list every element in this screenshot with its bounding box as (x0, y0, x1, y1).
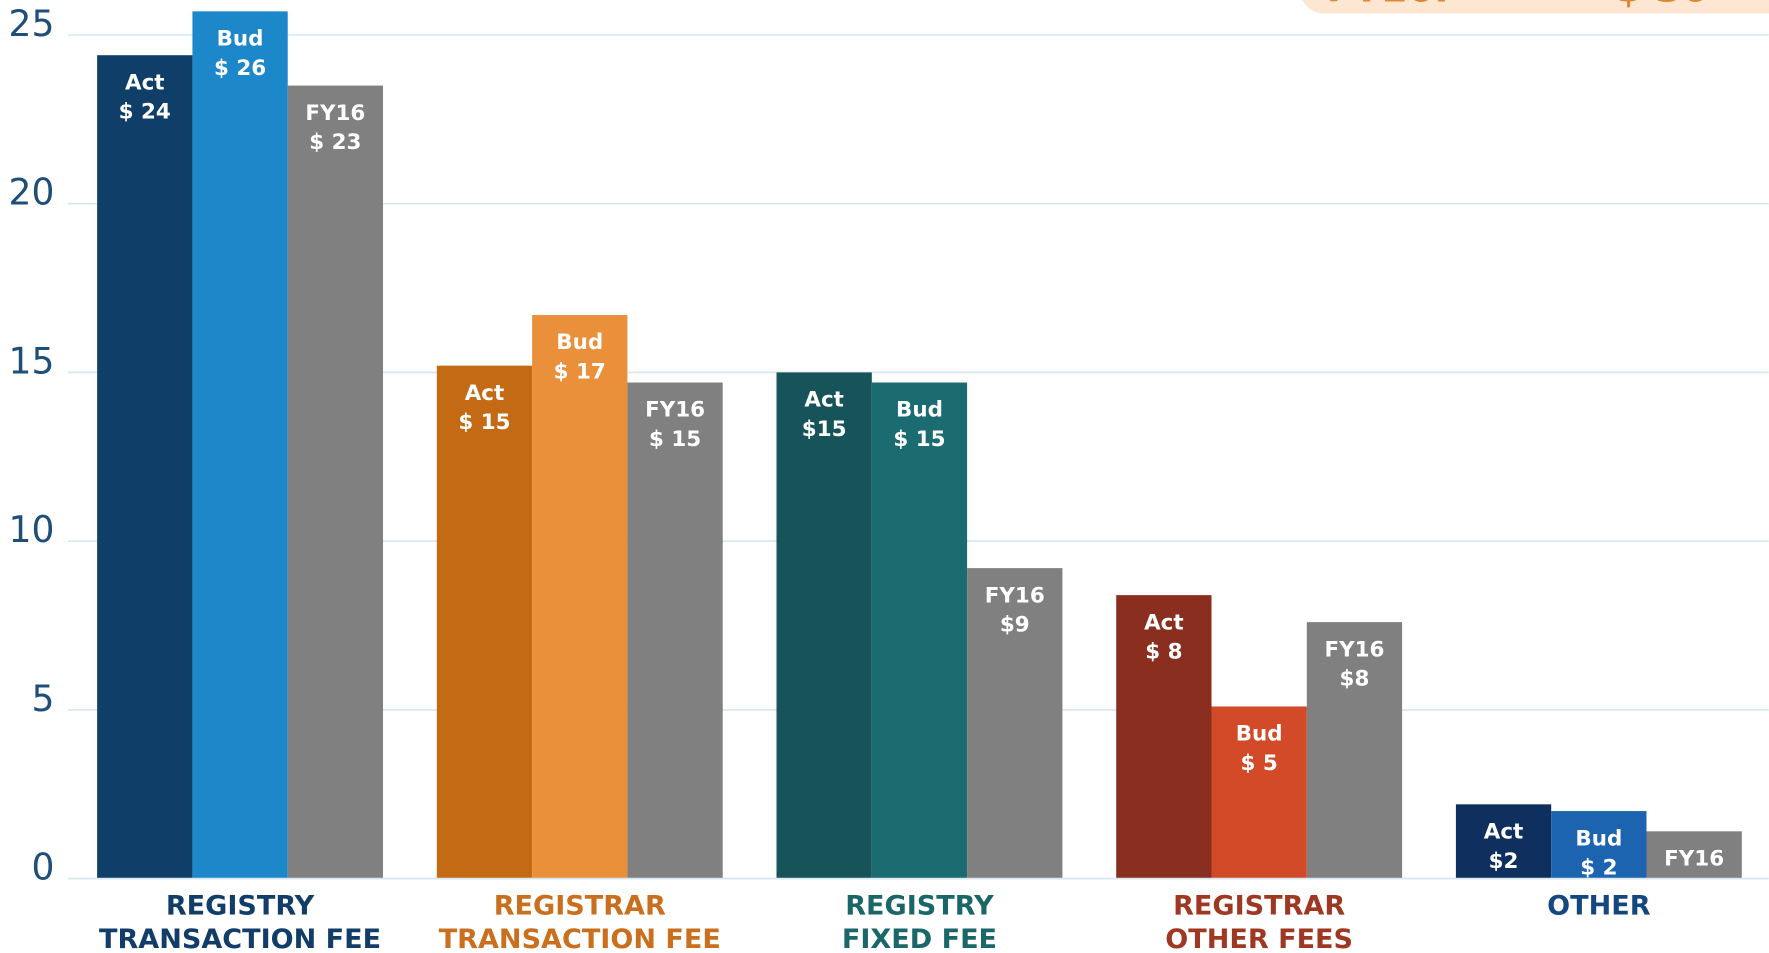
bar (1646, 831, 1742, 879)
bar (1455, 804, 1552, 879)
bar (532, 315, 628, 879)
bar (1306, 622, 1403, 879)
bar (287, 85, 384, 879)
bar-value-label: $ 5 (1241, 751, 1278, 776)
bar-series-label: Act (465, 381, 505, 406)
annotation-label: FY16: (1327, 0, 1450, 11)
bar-value-label: $ 17 (554, 360, 606, 385)
bar-value-label: $ 2 (1580, 856, 1617, 881)
bar-value-label: $ 24 (119, 100, 171, 125)
bar-series-label: Bud (556, 330, 603, 355)
bar (776, 372, 872, 879)
bar (1551, 811, 1647, 879)
bar-value-label: $15 (802, 417, 847, 442)
bar-value-label: $9 (1000, 613, 1030, 638)
x-tick-label: REGISTRAR (494, 890, 666, 921)
y-tick-label: 10 (9, 509, 55, 551)
y-tick-label: 15 (9, 340, 55, 382)
bar-value-label: $ 26 (214, 56, 266, 81)
bar-value-label: $ 1 (1676, 876, 1713, 901)
annotation-value: $ 30 (1615, 0, 1708, 11)
bar-series-label: Act (1484, 820, 1523, 845)
x-tick-label: REGISTRY (845, 890, 994, 921)
bar-value-label: $ 8 (1145, 640, 1182, 665)
bar (871, 382, 968, 879)
bar-series-label: FY16 (1324, 637, 1384, 662)
y-tick-label: 0 (31, 847, 54, 889)
y-tick-label: 5 (31, 678, 54, 720)
x-tick-label: TRANSACTION FEE (99, 924, 381, 953)
bar-value-label: $ 15 (893, 427, 945, 452)
bar-series-label: FY16 (1664, 847, 1724, 872)
bar-series-label: Act (1144, 610, 1183, 635)
bar (1116, 595, 1212, 879)
bar-value-label: $8 (1340, 667, 1370, 692)
bar-series-label: Bud (896, 398, 943, 423)
bar-series-label: FY16 (305, 101, 365, 126)
x-tick-label: OTHER (1547, 890, 1651, 921)
x-tick-label: TRANSACTION FEE (439, 924, 721, 953)
bar (436, 365, 533, 879)
x-tick-label: REGISTRY (166, 890, 315, 921)
y-tick-label: 20 (9, 172, 55, 214)
bar (97, 55, 193, 879)
bar-value-label: $ 15 (458, 410, 510, 435)
bar-series-label: Bud (1575, 826, 1622, 851)
bar (627, 382, 723, 879)
annotation-box (1302, 0, 1769, 14)
x-tick-label: OTHER FEES (1165, 924, 1353, 953)
bar-series-label: Bud (217, 27, 264, 52)
bar (1211, 706, 1307, 879)
x-tick-label: FIXED FEE (842, 924, 997, 953)
bar-value-label: $ 23 (309, 130, 361, 155)
bar-series-label: Act (125, 70, 165, 95)
bar (967, 568, 1063, 879)
bar-value-label: $2 (1489, 849, 1519, 874)
y-tick-label: 25 (9, 3, 55, 45)
bar-series-label: FY16 (985, 583, 1045, 608)
bar (192, 11, 288, 879)
bar-series-label: FY16 (645, 398, 705, 423)
bar-series-label: Bud (1236, 722, 1283, 747)
bar-value-label: $ 15 (649, 427, 701, 452)
x-tick-label: REGISTRAR (1173, 890, 1345, 921)
bar-series-label: Act (804, 388, 844, 413)
